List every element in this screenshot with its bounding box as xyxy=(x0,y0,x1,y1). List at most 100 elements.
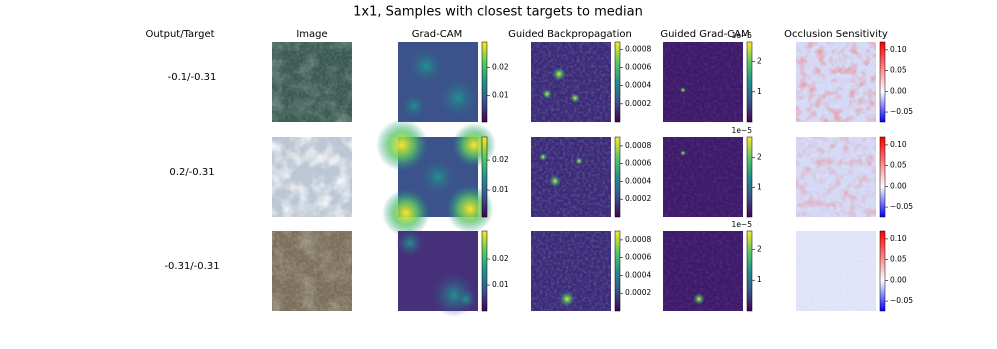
colorbar-tick-label: 1 xyxy=(757,87,762,96)
column-header: Grad-CAM xyxy=(412,29,462,40)
colorbar-tick-label: 2 xyxy=(757,244,762,253)
colorbar-tick-label: 0.0004 xyxy=(625,270,651,279)
colorbar xyxy=(879,230,886,312)
colorbar-tick-label: 0.0004 xyxy=(625,176,651,185)
heat-spot xyxy=(680,150,686,156)
colorbar-tick-label: 0.10 xyxy=(890,140,907,149)
colorbar xyxy=(481,136,488,218)
colorbar-tick-label: 0.10 xyxy=(890,45,907,54)
colorbar-tick-label: 0.05 xyxy=(890,66,907,75)
heat-blob xyxy=(418,157,458,197)
colorbar-tick-label: 0.02 xyxy=(492,62,509,71)
image-layer xyxy=(531,42,611,122)
panel-image xyxy=(531,231,611,311)
colorbar-tick-label: −0.05 xyxy=(890,296,913,305)
colorbar-tick-label: 1 xyxy=(757,182,762,191)
heat-blob xyxy=(436,76,480,120)
panel-image xyxy=(272,137,352,217)
heat-spot xyxy=(552,67,566,81)
colorbar-tick-label: 0.0008 xyxy=(625,44,651,53)
heat-blob xyxy=(456,289,476,309)
heat-blob xyxy=(376,119,428,171)
panel-image xyxy=(272,42,352,122)
heat-blob xyxy=(406,46,446,86)
panel-image xyxy=(663,231,743,311)
column-header: Guided Grad-CAM xyxy=(660,29,749,40)
panel-image xyxy=(663,42,743,122)
colorbar-tick-label: 0.0008 xyxy=(625,235,651,244)
panel-image xyxy=(796,42,876,122)
column-header: Output/Target xyxy=(145,29,214,40)
colorbar-tick-label: 0.00 xyxy=(890,86,907,95)
heat-spot xyxy=(693,293,705,305)
panel-image xyxy=(531,42,611,122)
colorbar-tick-label: 0.00 xyxy=(890,275,907,284)
panel-image xyxy=(272,231,352,311)
column-header: Image xyxy=(296,29,327,40)
colorbar-tick-label: 2 xyxy=(757,153,762,162)
colorbar-tick-label: 0.00 xyxy=(890,181,907,190)
panel-image xyxy=(398,42,480,122)
heat-spot xyxy=(549,175,561,187)
colorbar xyxy=(746,41,753,123)
image-layer xyxy=(796,137,876,217)
image-layer xyxy=(796,231,876,311)
panel-image xyxy=(796,231,876,311)
heat-blob xyxy=(452,123,496,167)
colorbar-tick-label: 0.0006 xyxy=(625,253,651,262)
colorbar-tick-label: 1 xyxy=(757,275,762,284)
colorbar-tick-label: −0.05 xyxy=(890,202,913,211)
image-layer xyxy=(663,42,743,122)
colorbar xyxy=(879,136,886,218)
heat-spot xyxy=(570,93,580,103)
heat-spot xyxy=(539,153,547,161)
colorbar-tick-label: 0.01 xyxy=(492,185,509,194)
heat-blob xyxy=(396,229,424,257)
colorbar-tick-label: 0.01 xyxy=(492,91,509,100)
colorbar-offset: 1e−5 xyxy=(732,126,753,135)
image-layer xyxy=(531,137,611,217)
heat-blob xyxy=(382,189,430,237)
panel-image xyxy=(376,119,496,237)
colorbar-tick-label: 0.0002 xyxy=(625,194,651,203)
panel-image xyxy=(663,137,743,217)
colorbar-tick-label: −0.05 xyxy=(890,107,913,116)
heat-blob xyxy=(400,92,428,120)
image-layer xyxy=(272,231,352,311)
panel-image xyxy=(796,137,876,217)
colorbar xyxy=(481,230,488,312)
colorbar-tick-label: 0.05 xyxy=(890,255,907,264)
colorbar-tick-label: 2 xyxy=(757,57,762,66)
colorbar-tick-label: 0.0006 xyxy=(625,62,651,71)
column-header: Occlusion Sensitivity xyxy=(784,29,888,40)
row-label: -0.31/-0.31 xyxy=(164,261,219,272)
heat-spot xyxy=(680,87,686,93)
image-layer xyxy=(272,137,352,217)
colorbar xyxy=(614,41,621,123)
figure-title: 1x1, Samples with closest targets to med… xyxy=(353,5,643,20)
colorbar-tick-label: 0.10 xyxy=(890,234,907,243)
colorbar xyxy=(746,230,753,312)
column-header: Guided Backpropagation xyxy=(508,29,632,40)
colorbar xyxy=(614,136,621,218)
colorbar xyxy=(614,230,621,312)
row-label: 0.2/-0.31 xyxy=(169,167,214,178)
panel-image xyxy=(531,137,611,217)
row-label: -0.1/-0.31 xyxy=(168,72,217,83)
colorbar-tick-label: 0.02 xyxy=(492,254,509,263)
image-layer xyxy=(663,137,743,217)
panel-image xyxy=(396,229,478,317)
heat-spot xyxy=(559,291,575,307)
heat-spot xyxy=(575,157,583,165)
colorbar xyxy=(746,136,753,218)
heat-spot xyxy=(542,89,552,99)
colorbar-tick-label: 0.01 xyxy=(492,280,509,289)
image-layer xyxy=(272,42,352,122)
colorbar-tick-label: 0.0004 xyxy=(625,81,651,90)
colorbar-tick-label: 0.0002 xyxy=(625,99,651,108)
colorbar-tick-label: 0.0006 xyxy=(625,159,651,168)
colorbar-tick-label: 0.02 xyxy=(492,155,509,164)
colorbar-offset: 1e−5 xyxy=(732,220,753,229)
colorbar-offset: 1e−5 xyxy=(732,31,753,40)
